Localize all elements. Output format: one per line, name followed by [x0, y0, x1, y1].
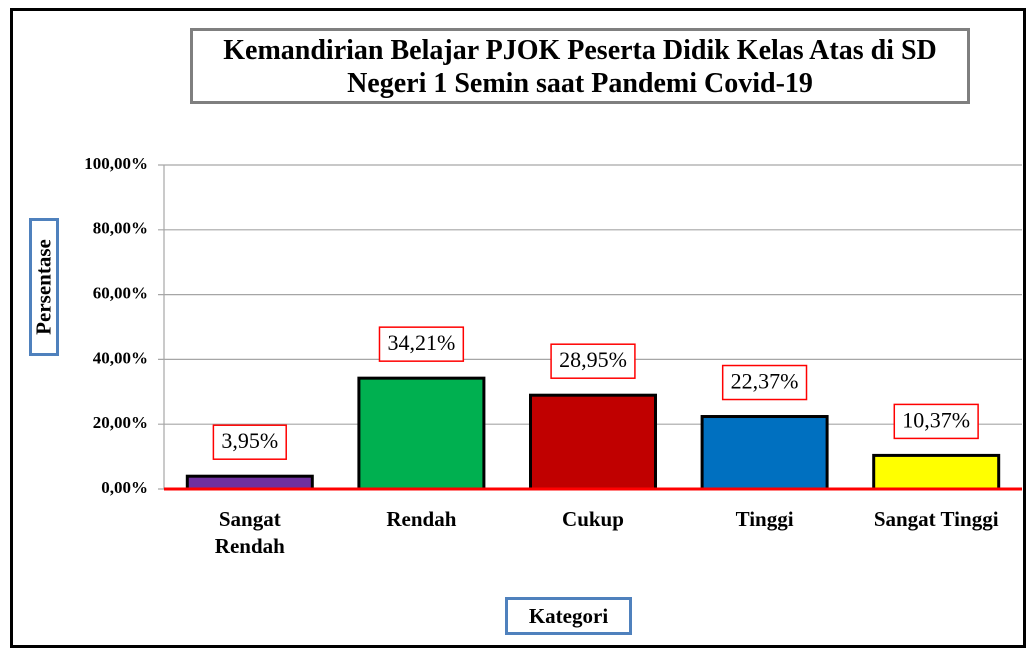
x-tick-label: Tinggi — [735, 507, 794, 531]
x-axis-title: Kategori — [505, 597, 632, 635]
x-tick-label: Sangat Tinggi — [873, 507, 999, 531]
x-tick-label: Sangat Rendah — [214, 507, 285, 558]
data-label-box — [550, 343, 636, 379]
data-label: 3,95% — [221, 428, 278, 453]
data-label: 34,21% — [387, 330, 455, 355]
bar — [529, 393, 657, 491]
x-tick-label: Cukup — [562, 507, 624, 531]
bar — [185, 474, 314, 491]
bar — [357, 376, 486, 491]
data-label-box — [212, 424, 287, 460]
chart: 0,00% 20,00% 40,00% 60,00% 80,00% 100,00% 3,95… — [84, 154, 1022, 497]
data-label: 10,37% — [902, 407, 970, 432]
y-tick-label: 80,00% — [93, 219, 148, 238]
data-label-box — [721, 364, 808, 401]
data-label-box — [893, 403, 979, 440]
data-label-box — [378, 326, 465, 362]
y-tick-label: 20,00% — [93, 413, 148, 432]
page: {"chart_data": {"type": "bar", "title": … — [10, 8, 1026, 648]
y-axis-title-box: Persentase — [29, 218, 59, 356]
bar — [700, 415, 829, 491]
y-axis-title: Persentase — [31, 239, 56, 335]
x-tick-label: Rendah — [386, 507, 457, 531]
chart-title: Kemandirian Belajar PJOK Peserta Didik K… — [190, 28, 970, 104]
y-tick-label: 60,00% — [93, 284, 148, 303]
data-label: 22,37% — [731, 369, 799, 394]
y-tick-label: 0,00% — [101, 478, 148, 497]
y-tick-label: 40,00% — [93, 348, 148, 367]
bar — [872, 453, 1001, 491]
data-label: 28,95% — [559, 347, 627, 372]
y-tick-label: 100,00% — [84, 154, 148, 173]
